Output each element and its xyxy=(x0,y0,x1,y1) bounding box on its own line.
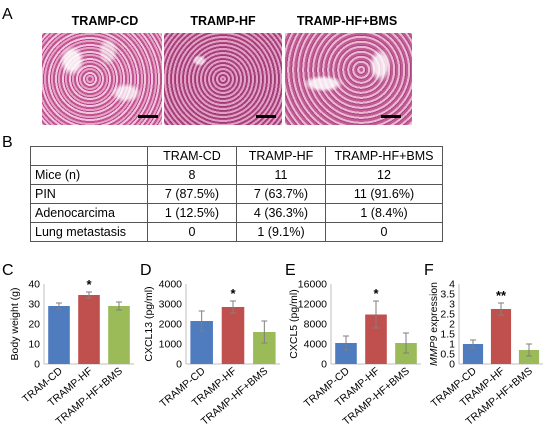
histology-image-tramp-hf xyxy=(164,33,282,125)
y-axis-label: CXCL5 (pg/ml) xyxy=(288,289,300,358)
panel-letter-f: F xyxy=(424,262,434,279)
y-tick-label: 1 xyxy=(449,339,455,351)
y-axis-label: MMP9 expression xyxy=(428,282,440,366)
table-header-cell: TRAMP-HF xyxy=(236,146,326,166)
y-tick-label: 2 xyxy=(449,319,455,331)
table-header-cell: TRAMP-HF+BMS xyxy=(325,146,443,166)
y-tick-label: 2000 xyxy=(159,319,183,331)
y-tick-label: 30 xyxy=(28,299,40,311)
histology-image-tramp-cd xyxy=(42,33,162,125)
table-cell: PIN xyxy=(30,184,148,204)
image-label-tramp-cd: TRAMP-CD xyxy=(71,14,139,28)
scale-bar xyxy=(138,115,158,118)
table-row: PIN 7 (87.5%) 7 (63.7%) 11 (91.6%) xyxy=(30,184,443,204)
table-header-cell xyxy=(30,146,148,166)
table-cell: Lung metastasis xyxy=(30,222,148,242)
table-cell: 7 (63.7%) xyxy=(236,184,326,204)
table-cell: 11 (91.6%) xyxy=(325,184,443,204)
scale-bar xyxy=(256,115,276,118)
table-header-cell: TRAM-CD xyxy=(147,146,237,166)
y-axis-label: CXCL13 (pg/ml) xyxy=(143,286,155,361)
histology-image-tramp-hf-bms xyxy=(285,33,412,125)
image-label-tramp-hf: TRAMP-HF xyxy=(190,14,256,28)
y-tick-label: 12000 xyxy=(298,299,327,311)
table-cell: 1 (8.4%) xyxy=(325,203,443,223)
y-tick-label: 8000 xyxy=(304,319,328,331)
y-axis-label: Body weight (g) xyxy=(9,288,21,361)
bar xyxy=(518,350,540,364)
table-cell: 12 xyxy=(325,165,443,185)
bar xyxy=(221,307,245,364)
table-cell: 11 xyxy=(236,165,326,185)
bar xyxy=(78,295,100,364)
panel-letter-e: E xyxy=(285,262,296,279)
table-cell: Adenocarcima xyxy=(30,203,148,223)
y-tick-label: 2.5 xyxy=(440,309,455,321)
table-row: Mice (n) 8 11 12 xyxy=(30,165,443,185)
y-tick-label: 16000 xyxy=(298,279,327,291)
bar xyxy=(462,344,484,364)
y-tick-label: 20 xyxy=(28,319,40,331)
table-cell: Mice (n) xyxy=(30,165,148,185)
table-cell: 7 (87.5%) xyxy=(147,184,237,204)
panel-letter-a: A xyxy=(2,6,13,23)
table-cell: 8 xyxy=(147,165,237,185)
scale-bar xyxy=(381,115,401,118)
table-row: Adenocarcima 1 (12.5%) 4 (36.3%) 1 (8.4%… xyxy=(30,203,443,223)
y-tick-label: 0 xyxy=(34,359,40,371)
bar xyxy=(365,314,387,364)
table-cell: 4 (36.3%) xyxy=(236,203,326,223)
y-tick-label: 1.5 xyxy=(440,329,455,341)
y-tick-label: 3000 xyxy=(159,299,183,311)
y-tick-label: 0 xyxy=(449,359,455,371)
y-tick-label: 4 xyxy=(449,279,455,291)
table-cell: 0 xyxy=(325,222,443,242)
bar xyxy=(253,332,276,364)
panel-letter-b: B xyxy=(2,134,13,151)
y-tick-label: 0 xyxy=(176,359,182,371)
panel-letter-d: D xyxy=(140,262,152,279)
table-cell: 0 xyxy=(147,222,237,242)
bar xyxy=(48,306,70,364)
y-tick-label: 1000 xyxy=(159,339,183,351)
y-tick-label: 4000 xyxy=(159,279,183,291)
y-tick-label: 10 xyxy=(28,339,40,351)
significance-marker: * xyxy=(230,286,236,301)
y-tick-label: 3.5 xyxy=(440,289,455,301)
y-tick-label: 3 xyxy=(449,299,455,311)
bar xyxy=(108,306,130,364)
significance-marker: ** xyxy=(496,288,507,303)
bar xyxy=(335,343,357,364)
y-tick-label: 0.5 xyxy=(440,349,455,361)
significance-marker: * xyxy=(86,277,92,292)
table-cell: 1 (9.1%) xyxy=(236,222,326,242)
panel-letter-c: C xyxy=(2,262,14,279)
bar xyxy=(190,321,213,364)
y-tick-label: 0 xyxy=(321,359,327,371)
significance-marker: * xyxy=(373,286,379,301)
y-tick-label: 40 xyxy=(28,279,40,291)
outcome-table: TRAM-CD TRAMP-HF TRAMP-HF+BMS Mice (n) 8… xyxy=(30,146,443,242)
table-row: Lung metastasis 0 1 (9.1%) 0 xyxy=(30,222,443,242)
y-tick-label: 4000 xyxy=(304,339,328,351)
table-cell: 1 (12.5%) xyxy=(147,203,237,223)
table-header-row: TRAM-CD TRAMP-HF TRAMP-HF+BMS xyxy=(30,146,443,166)
bar xyxy=(490,309,512,364)
image-label-tramp-hf-bms: TRAMP-HF+BMS xyxy=(296,14,398,28)
